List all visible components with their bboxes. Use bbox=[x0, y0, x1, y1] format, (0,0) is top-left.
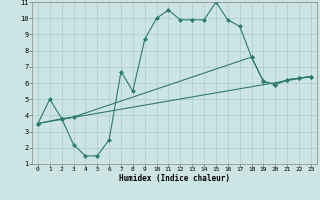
X-axis label: Humidex (Indice chaleur): Humidex (Indice chaleur) bbox=[119, 174, 230, 183]
